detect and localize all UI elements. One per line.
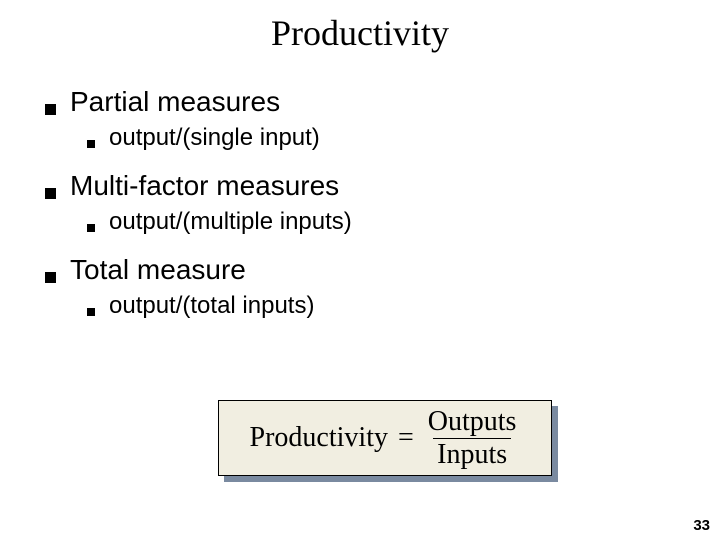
formula-numerator: Outputs — [424, 407, 521, 437]
square-bullet-icon — [45, 272, 56, 283]
bullet-multi: Multi-factor measures — [45, 170, 720, 202]
formula-lhs: Productivity — [250, 422, 388, 454]
page-number: 33 — [693, 517, 710, 534]
slide: Productivity Partial measures output/(si… — [0, 0, 720, 540]
slide-title: Productivity — [0, 0, 720, 54]
subbullet-multi: output/(multiple inputs) — [87, 208, 720, 236]
formula-fraction: Outputs Inputs — [424, 407, 521, 469]
subbullet-partial: output/(single input) — [87, 124, 720, 152]
subbullet-partial-label: output/(single input) — [109, 124, 320, 152]
subbullet-total-label: output/(total inputs) — [109, 292, 314, 320]
square-bullet-icon — [45, 188, 56, 199]
bullet-total-label: Total measure — [70, 254, 246, 286]
formula-content: Productivity = Outputs Inputs — [250, 407, 521, 469]
formula-face: Productivity = Outputs Inputs — [218, 400, 552, 476]
subbullet-multi-label: output/(multiple inputs) — [109, 208, 352, 236]
formula-equals: = — [398, 422, 414, 454]
bullet-partial: Partial measures — [45, 86, 720, 118]
square-bullet-icon — [87, 224, 95, 232]
square-bullet-icon — [87, 140, 95, 148]
slide-body: Partial measures output/(single input) M… — [0, 54, 720, 320]
formula-denominator: Inputs — [433, 438, 511, 469]
bullet-total: Total measure — [45, 254, 720, 286]
formula-box: Productivity = Outputs Inputs — [218, 400, 552, 476]
bullet-partial-label: Partial measures — [70, 86, 280, 118]
square-bullet-icon — [45, 104, 56, 115]
square-bullet-icon — [87, 308, 95, 316]
bullet-multi-label: Multi-factor measures — [70, 170, 339, 202]
subbullet-total: output/(total inputs) — [87, 292, 720, 320]
